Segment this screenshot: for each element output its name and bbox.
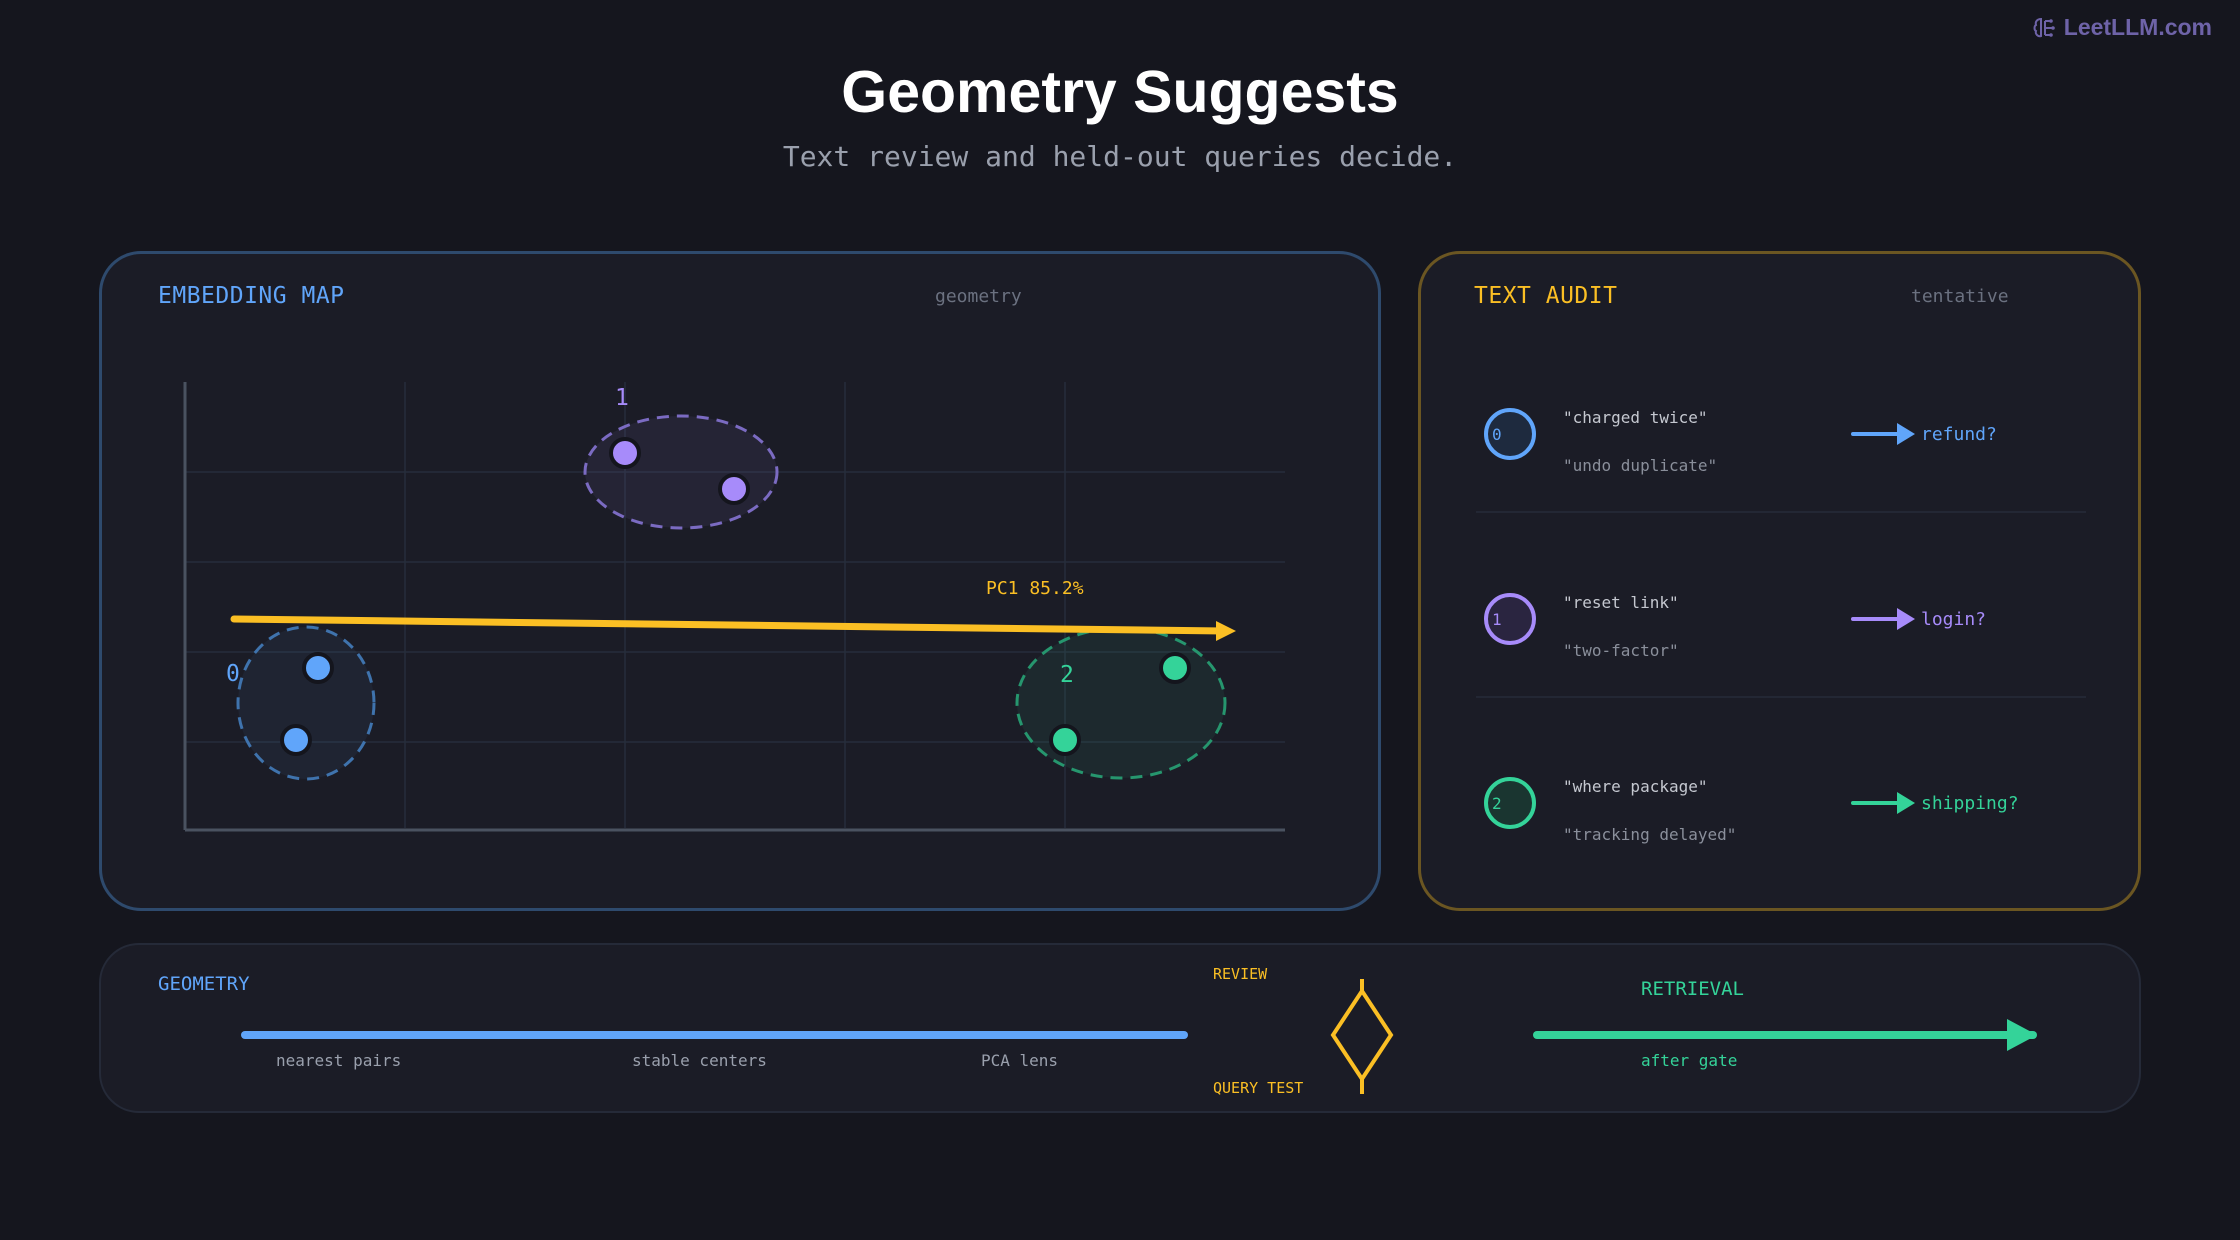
audit-tag: tentative (1911, 286, 2009, 307)
step-pca-lens: PCA lens (981, 1051, 1058, 1070)
retrieval-note: after gate (1641, 1051, 1737, 1070)
embedding-map-panel: EMBEDDING MAP geometry 1 0 2 (99, 251, 1381, 911)
map-tag: geometry (935, 286, 1022, 307)
gate-query-test-label: QUERY TEST (1213, 1079, 1303, 1097)
cluster-0-badge-text: 0 (1492, 425, 1502, 444)
pipeline-flow-panel: GEOMETRY nearest pairs stable centers PC… (99, 943, 2141, 1113)
audit-row-0-phrase-1: "charged twice" (1563, 408, 1708, 427)
audit-row-2[interactable]: 2 "where package" "tracking delayed" shi… (1484, 777, 2019, 844)
brand-logo[interactable]: LeetLLM.com (2032, 14, 2212, 41)
cluster-2-point[interactable] (1049, 724, 1081, 756)
cluster-0-region (236, 625, 376, 781)
retrieval-stage-label: RETRIEVAL (1641, 978, 1744, 1000)
cluster-1-label: 1 (615, 385, 629, 411)
cluster-2-region (1015, 626, 1227, 780)
audit-row-0-phrase-2: "undo duplicate" (1563, 456, 1717, 475)
pc1-label: PC1 85.2% (986, 578, 1084, 599)
cluster-1-region (583, 414, 779, 530)
audit-row-1-guess: login? (1921, 609, 1986, 630)
cluster-1-badge-text: 1 (1492, 610, 1502, 629)
embedding-map-canvas: EMBEDDING MAP geometry 1 0 2 (158, 283, 1285, 832)
step-stable-centers: stable centers (632, 1051, 767, 1070)
page-title: Geometry Suggests (841, 59, 1399, 125)
cluster-1-badge (1484, 593, 1536, 645)
audit-row-2-guess: shipping? (1921, 793, 2019, 814)
audit-row-1-phrase-2: "two-factor" (1563, 641, 1679, 660)
audit-row-1[interactable]: 1 "reset link" "two-factor" login? (1484, 593, 1986, 660)
cluster-2-badge-text: 2 (1492, 794, 1502, 813)
text-audit-canvas: TEXT AUDIT tentative 0 "charged twice" "… (1474, 283, 2086, 844)
plot-axes (183, 382, 1285, 832)
cluster-0-point[interactable] (302, 652, 334, 684)
cluster-0-badge (1484, 408, 1536, 460)
cluster-0-label: 0 (226, 661, 240, 687)
audit-heading: TEXT AUDIT (1474, 283, 1617, 309)
audit-row-0-arrowhead (1897, 423, 1915, 445)
cluster-2-label: 2 (1060, 662, 1074, 688)
pc1-axis-line (230, 615, 1228, 635)
step-nearest-pairs: nearest pairs (276, 1051, 401, 1070)
geometry-stage-label: GEOMETRY (158, 973, 250, 995)
map-heading: EMBEDDING MAP (158, 283, 345, 309)
cluster-0-point[interactable] (280, 724, 312, 756)
text-audit-panel: TEXT AUDIT tentative 0 "charged twice" "… (1418, 251, 2141, 911)
pipeline-flow-canvas: GEOMETRY nearest pairs stable centers PC… (158, 965, 2037, 1097)
cluster-1-point[interactable] (718, 473, 750, 505)
audit-row-0[interactable]: 0 "charged twice" "undo duplicate" refun… (1484, 408, 1997, 475)
audit-row-1-arrowhead (1897, 608, 1915, 630)
audit-row-2-arrowhead (1897, 792, 1915, 814)
audit-row-1-phrase-1: "reset link" (1563, 593, 1679, 612)
pc1-arrowhead (1216, 621, 1236, 641)
brain-icon (2033, 17, 2055, 37)
page-subtitle: Text review and held-out queries decide. (782, 140, 1458, 173)
cluster-1-point[interactable] (609, 437, 641, 469)
audit-row-2-phrase-2: "tracking delayed" (1563, 825, 1736, 844)
cluster-2-point[interactable] (1159, 652, 1191, 684)
retrieval-arrowhead (2007, 1019, 2037, 1051)
audit-row-2-phrase-1: "where package" (1563, 777, 1708, 796)
audit-row-0-guess: refund? (1921, 424, 1997, 445)
decision-gate-icon[interactable] (1330, 979, 1394, 1094)
brand-text: LeetLLM.com (2063, 14, 2212, 40)
cluster-2-badge (1484, 777, 1536, 829)
gate-review-label: REVIEW (1213, 965, 1268, 983)
